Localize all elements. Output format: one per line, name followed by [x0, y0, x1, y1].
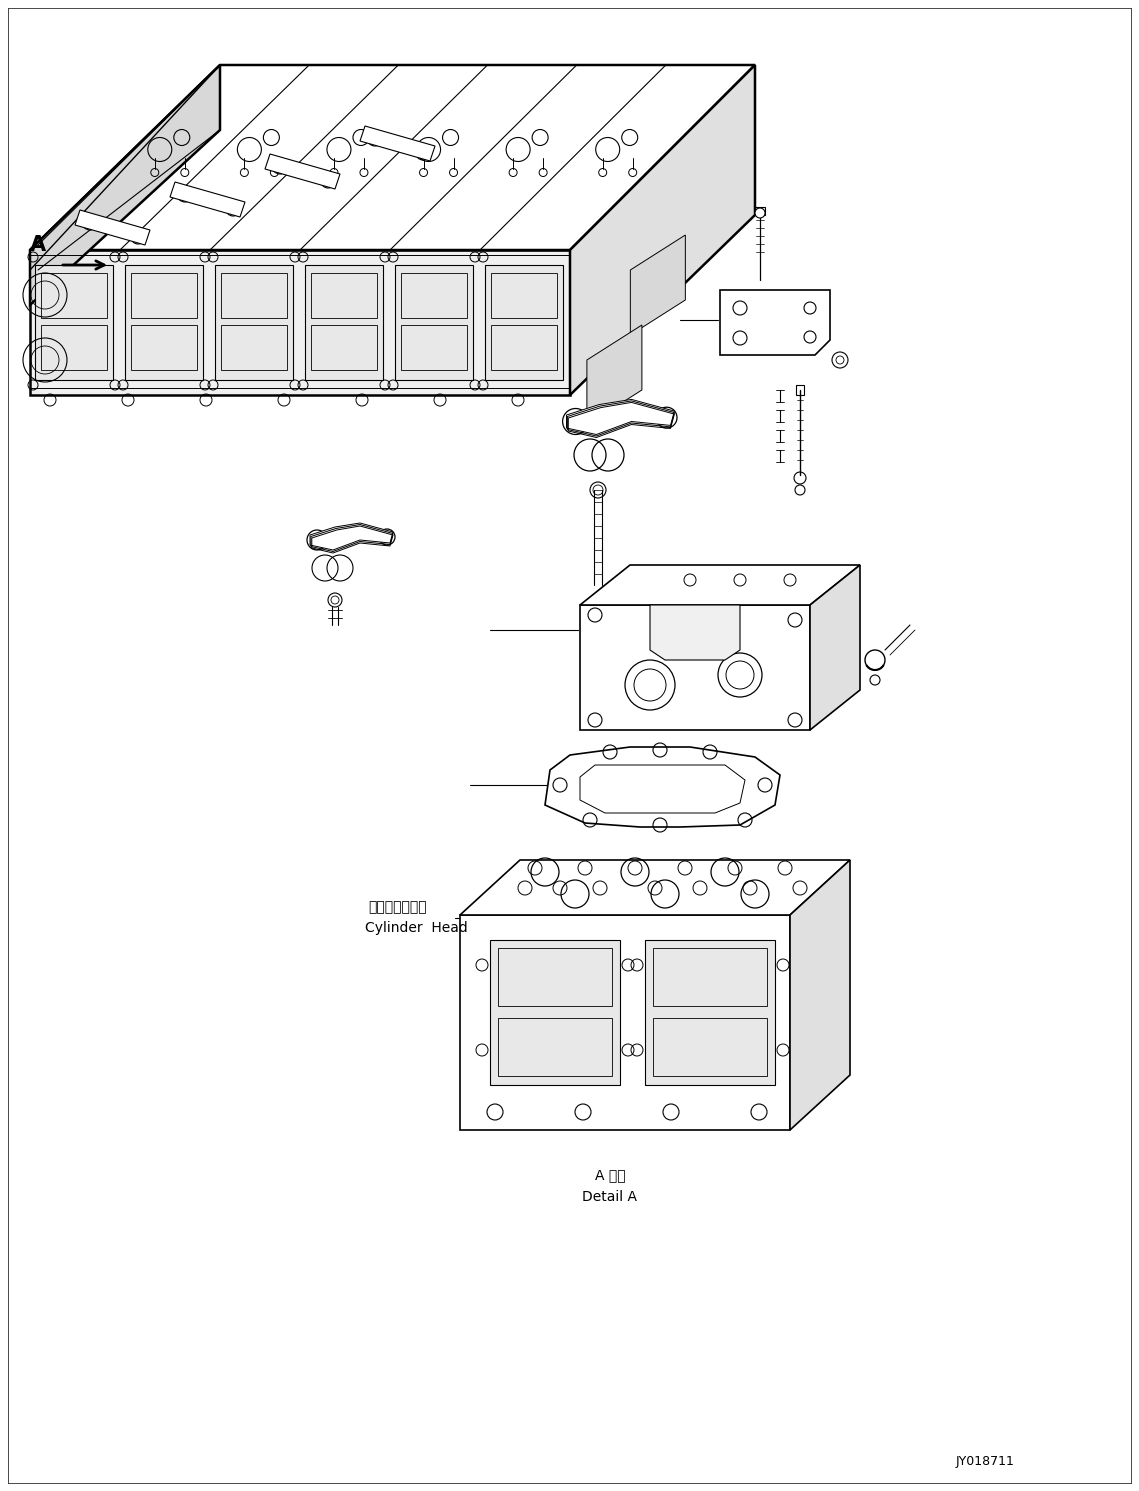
Bar	[41, 325, 107, 370]
Bar	[490, 939, 620, 1085]
Polygon shape	[580, 565, 860, 605]
Text: Cylinder  Head: Cylinder Head	[364, 921, 468, 935]
Polygon shape	[810, 565, 860, 731]
Text: A: A	[30, 236, 46, 255]
Polygon shape	[570, 66, 755, 395]
Polygon shape	[566, 400, 674, 434]
Bar	[401, 273, 467, 318]
Circle shape	[755, 209, 765, 218]
Polygon shape	[30, 66, 220, 306]
Text: A 詳細: A 詳細	[595, 1167, 625, 1182]
Bar	[35, 265, 113, 380]
Bar	[311, 273, 377, 318]
Polygon shape	[30, 66, 755, 250]
Polygon shape	[75, 210, 150, 245]
Bar	[645, 939, 775, 1085]
Polygon shape	[360, 127, 435, 161]
Bar	[311, 325, 377, 370]
Bar	[131, 325, 197, 370]
Polygon shape	[170, 182, 245, 218]
Bar	[131, 273, 197, 318]
Polygon shape	[544, 747, 780, 828]
Bar	[491, 273, 557, 318]
Bar	[221, 325, 287, 370]
Bar	[221, 273, 287, 318]
Text: Detail A: Detail A	[582, 1190, 638, 1205]
Polygon shape	[460, 860, 850, 915]
Text: JY018711: JY018711	[956, 1455, 1015, 1469]
Bar	[653, 948, 767, 1006]
Bar	[305, 265, 383, 380]
Polygon shape	[630, 236, 686, 335]
Bar	[653, 1018, 767, 1077]
Bar	[215, 265, 293, 380]
Bar	[498, 1018, 612, 1077]
Polygon shape	[790, 860, 850, 1130]
Polygon shape	[580, 605, 810, 731]
Polygon shape	[650, 605, 740, 661]
Bar	[498, 948, 612, 1006]
Bar	[796, 385, 804, 395]
Bar	[125, 265, 203, 380]
Bar	[491, 325, 557, 370]
Polygon shape	[310, 523, 393, 550]
Bar	[485, 265, 563, 380]
Polygon shape	[30, 250, 570, 395]
Bar	[395, 265, 473, 380]
Bar	[401, 325, 467, 370]
Polygon shape	[460, 915, 790, 1130]
Polygon shape	[587, 325, 642, 425]
Polygon shape	[265, 154, 341, 189]
Bar	[41, 273, 107, 318]
Polygon shape	[720, 291, 830, 355]
Text: シリンダヘッド: シリンダヘッド	[368, 901, 427, 914]
Bar	[755, 207, 765, 215]
